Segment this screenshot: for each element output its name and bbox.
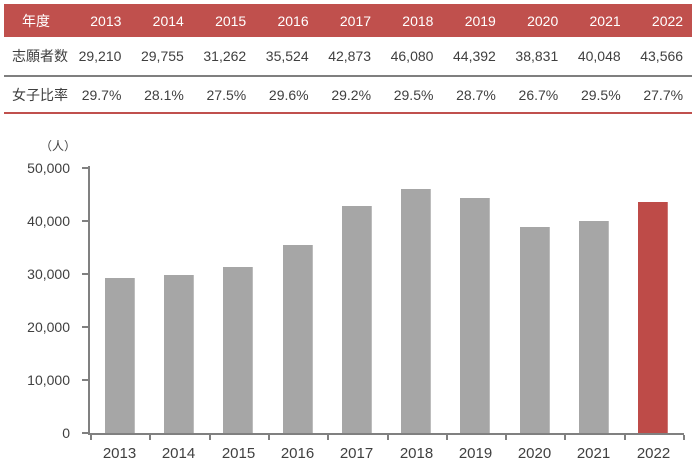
bar-2015 [223,267,253,433]
year-header-cell: 2020 [527,12,559,29]
y-axis-tick-label: 40,000 [27,213,70,229]
female-ratio-value-cell: 29.6% [268,86,309,103]
female-ratio-value-cell: 27.7% [643,86,684,103]
bar-2016 [283,245,313,433]
female-ratio-value-cell: 27.5% [206,86,247,103]
applicants-value-cell: 40,048 [577,48,621,64]
applicants-value-cell: 43,566 [640,48,684,64]
year-header-cell: 2013 [90,12,122,29]
table-row-female-ratio: 女子比率 29.7% 28.1% 27.5% 29.6% 29.2% 29.5% 28.7% 2… [4,75,692,114]
y-axis-tick [82,326,88,328]
x-axis-tick [564,435,566,440]
table-row-applicants: 志願者数 29,210 29,755 31,262 35,524 42,873 46,080… [4,37,692,75]
x-axis-label-2019: 2019 [458,445,493,462]
x-axis-label-2017: 2017 [339,445,374,462]
x-axis-tick [446,435,448,440]
y-axis-tick-label: 50,000 [27,160,70,176]
x-axis-label-2020: 2020 [517,445,552,462]
x-axis-tick [209,435,211,440]
applicants-value-cell: 42,873 [328,48,372,64]
year-header-cell: 2019 [464,12,496,29]
y-axis-line [88,166,90,435]
y-axis-tick [82,432,88,434]
row-label-female-ratio: 女子比率 [12,86,68,103]
female-ratio-value-cell: 29.2% [331,86,372,103]
x-axis-label-2013: 2013 [102,445,137,462]
x-axis-label-2016: 2016 [280,445,315,462]
x-axis-tick [387,435,389,440]
bar-2021 [579,221,609,433]
y-axis-tick-label: 20,000 [27,319,70,335]
x-axis-tick [149,435,151,440]
bar-2017 [342,206,372,433]
year-header-cell: 2022 [651,12,684,29]
y-axis-tick-label: 0 [62,425,70,441]
applicants-value-cell: 46,080 [390,48,434,64]
table-header-row: 年度 2013 2014 2015 2016 2017 2018 2019 2020 2021 20… [4,4,692,37]
y-axis-tick [82,379,88,381]
x-axis-tick [624,435,626,440]
bar-2018 [401,189,431,433]
x-axis-tick [327,435,329,440]
female-ratio-value-cell: 29.7% [81,86,122,103]
bar-2013 [105,278,135,433]
x-axis-label-2018: 2018 [399,445,434,462]
x-axis-label-2015: 2015 [221,445,256,462]
x-axis-label-2022: 2022 [636,445,671,462]
x-axis-label-2014: 2014 [161,445,196,462]
bar-2019 [460,198,490,433]
y-axis-tick-label: 10,000 [27,372,70,388]
y-axis-tick [82,167,88,169]
bar-2020 [520,227,550,433]
y-axis-unit-label: （人） [40,139,77,153]
applicants-table: 年度 2013 2014 2015 2016 2017 2018 2019 2020 2021 20… [4,4,692,114]
applicants-value-cell: 29,755 [140,48,184,64]
x-axis-tick [683,435,685,440]
x-axis-tick [90,435,92,440]
year-header-cell: 2018 [402,12,434,29]
year-header-cell: 2016 [277,12,309,29]
female-ratio-value-cell: 29.5% [580,86,621,103]
bar-2022 [638,202,668,433]
year-header-cell: 2021 [589,12,621,29]
y-axis-tick-label: 30,000 [27,266,70,282]
female-ratio-value-cell: 29.5% [393,86,434,103]
x-axis-tick [268,435,270,440]
applicants-value-cell: 35,524 [265,48,309,64]
year-header-cell: 2017 [339,12,372,29]
y-axis-tick [82,220,88,222]
x-axis-line [88,433,684,435]
applicants-value-cell: 29,210 [78,48,122,64]
y-axis-tick [82,273,88,275]
applicants-value-cell: 44,392 [453,48,496,64]
female-ratio-value-cell: 28.1% [144,86,184,103]
female-ratio-value-cell: 26.7% [518,86,559,103]
year-header-cell: 2014 [152,12,184,29]
year-header-cell: 2015 [215,12,247,29]
year-header-label: 年度 [22,12,50,29]
female-ratio-value-cell: 28.7% [456,86,496,103]
x-axis-tick [505,435,507,440]
bar-2014 [164,275,194,433]
row-label-applicants: 志願者数 [12,48,68,64]
applicants-value-cell: 38,831 [515,48,559,64]
x-axis-label-2021: 2021 [576,445,611,462]
applicants-value-cell: 31,262 [203,48,247,64]
